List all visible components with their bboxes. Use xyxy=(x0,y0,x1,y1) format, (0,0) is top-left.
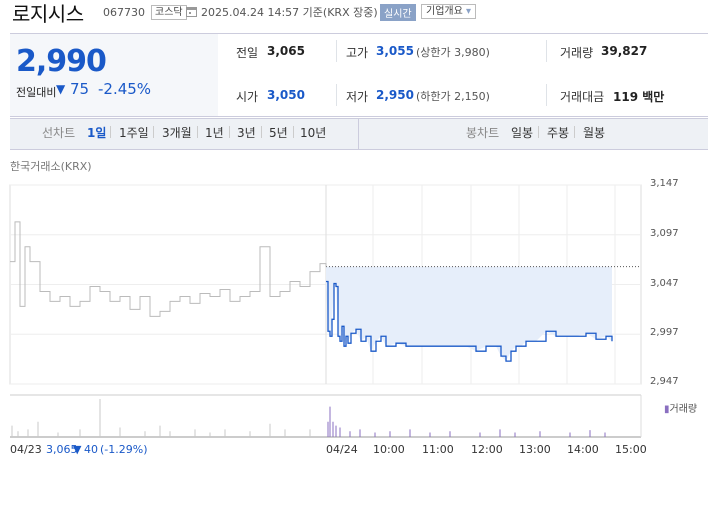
current-price: 2,990 xyxy=(16,44,107,79)
trade-value: 119 백만 xyxy=(613,90,665,104)
tab-3year[interactable]: 3년 xyxy=(237,126,256,140)
divider xyxy=(197,126,198,138)
volume-legend: ▮거래량 xyxy=(664,404,698,415)
trade-value-label: 거래대금 xyxy=(560,90,605,104)
divider xyxy=(546,84,547,106)
volume-label: 거래량 xyxy=(560,46,594,60)
x-label: 14:00 xyxy=(567,443,599,456)
line-chart-label: 선차트 xyxy=(42,126,76,140)
divider xyxy=(110,126,111,138)
tab-1week[interactable]: 1주일 xyxy=(119,126,149,140)
tab-3month[interactable]: 3개월 xyxy=(162,126,192,140)
prev-close-value: 3,065 xyxy=(267,44,305,58)
x-label: 12:00 xyxy=(471,443,503,456)
tab-5year[interactable]: 5년 xyxy=(269,126,288,140)
prev-day-change: 40 xyxy=(84,443,98,456)
change-percent: -2.45% xyxy=(98,80,152,98)
prev-close-label: 전일 xyxy=(236,46,259,60)
tab-1year[interactable]: 1년 xyxy=(205,126,224,140)
y-tick-label: 2,997 xyxy=(650,327,679,338)
volume-value: 39,827 xyxy=(601,44,648,58)
stock-code: 067730 xyxy=(103,6,145,19)
tab-10year[interactable]: 10년 xyxy=(300,126,327,140)
divider xyxy=(336,40,337,62)
down-arrow-icon: ▼ xyxy=(73,443,82,456)
y-tick-label: 2,947 xyxy=(650,376,679,387)
divider xyxy=(336,84,337,106)
divider xyxy=(574,126,575,138)
intraday-fill-area xyxy=(326,266,612,362)
price-panel xyxy=(10,33,218,117)
volume-legend-label: 거래량 xyxy=(669,404,698,415)
x-label: 04/24 xyxy=(326,443,358,456)
open-label: 시가 xyxy=(236,90,259,104)
change-value: 75 xyxy=(70,80,90,98)
x-label: 04/23 xyxy=(10,443,42,456)
series-line-04-23 xyxy=(10,221,327,317)
lower-limit: (하한가 2,150) xyxy=(416,90,490,103)
divider xyxy=(261,126,262,138)
open-value: 3,050 xyxy=(267,88,305,102)
stats-panel xyxy=(218,33,708,117)
tab-1day[interactable]: 1일 xyxy=(87,126,107,140)
x-label: 11:00 xyxy=(422,443,454,456)
divider xyxy=(546,40,547,62)
company-info-label: 기업개요 xyxy=(426,6,463,17)
tab-monthly[interactable]: 월봉 xyxy=(583,126,606,140)
quote-datetime: 2025.04.24 14:57 기준(KRX 장중) xyxy=(201,6,378,19)
tab-daily[interactable]: 일봉 xyxy=(511,126,534,140)
y-tick-label: 3,047 xyxy=(650,278,679,289)
low-value: 2,950 xyxy=(376,88,414,102)
x-label: 10:00 xyxy=(373,443,405,456)
high-label: 고가 xyxy=(346,46,369,60)
low-label: 저가 xyxy=(346,90,369,104)
x-label: 13:00 xyxy=(519,443,551,456)
upper-limit: (상한가 3,980) xyxy=(416,46,490,59)
divider xyxy=(153,126,154,138)
candle-chart-label: 봉차트 xyxy=(466,126,500,140)
tab-weekly[interactable]: 주봉 xyxy=(547,126,570,140)
change-label: 전일대비 xyxy=(16,86,57,99)
x-label: 15:00 xyxy=(615,443,647,456)
divider xyxy=(229,126,230,138)
realtime-button[interactable]: 실시간 xyxy=(380,4,416,21)
y-tick-label: 3,147 xyxy=(650,178,679,189)
high-value: 3,055 xyxy=(376,44,414,58)
chevron-down-icon: ▾ xyxy=(466,6,472,17)
series-line-04-24 xyxy=(326,280,613,362)
divider xyxy=(293,126,294,138)
down-arrow-icon: ▼ xyxy=(56,82,66,96)
company-info-button[interactable]: 기업개요 ▾ xyxy=(421,4,477,19)
prev-day-close: 3,065 xyxy=(46,443,78,456)
prev-day-percent: (-1.29%) xyxy=(100,443,148,456)
stock-name: 로지시스 xyxy=(12,2,84,26)
divider xyxy=(538,126,539,138)
chart-period-tabs xyxy=(10,118,708,150)
exchange-label: 한국거래소(KRX) xyxy=(10,160,92,173)
divider xyxy=(358,119,359,149)
y-tick-label: 3,097 xyxy=(650,228,679,239)
calendar-icon xyxy=(186,7,197,17)
